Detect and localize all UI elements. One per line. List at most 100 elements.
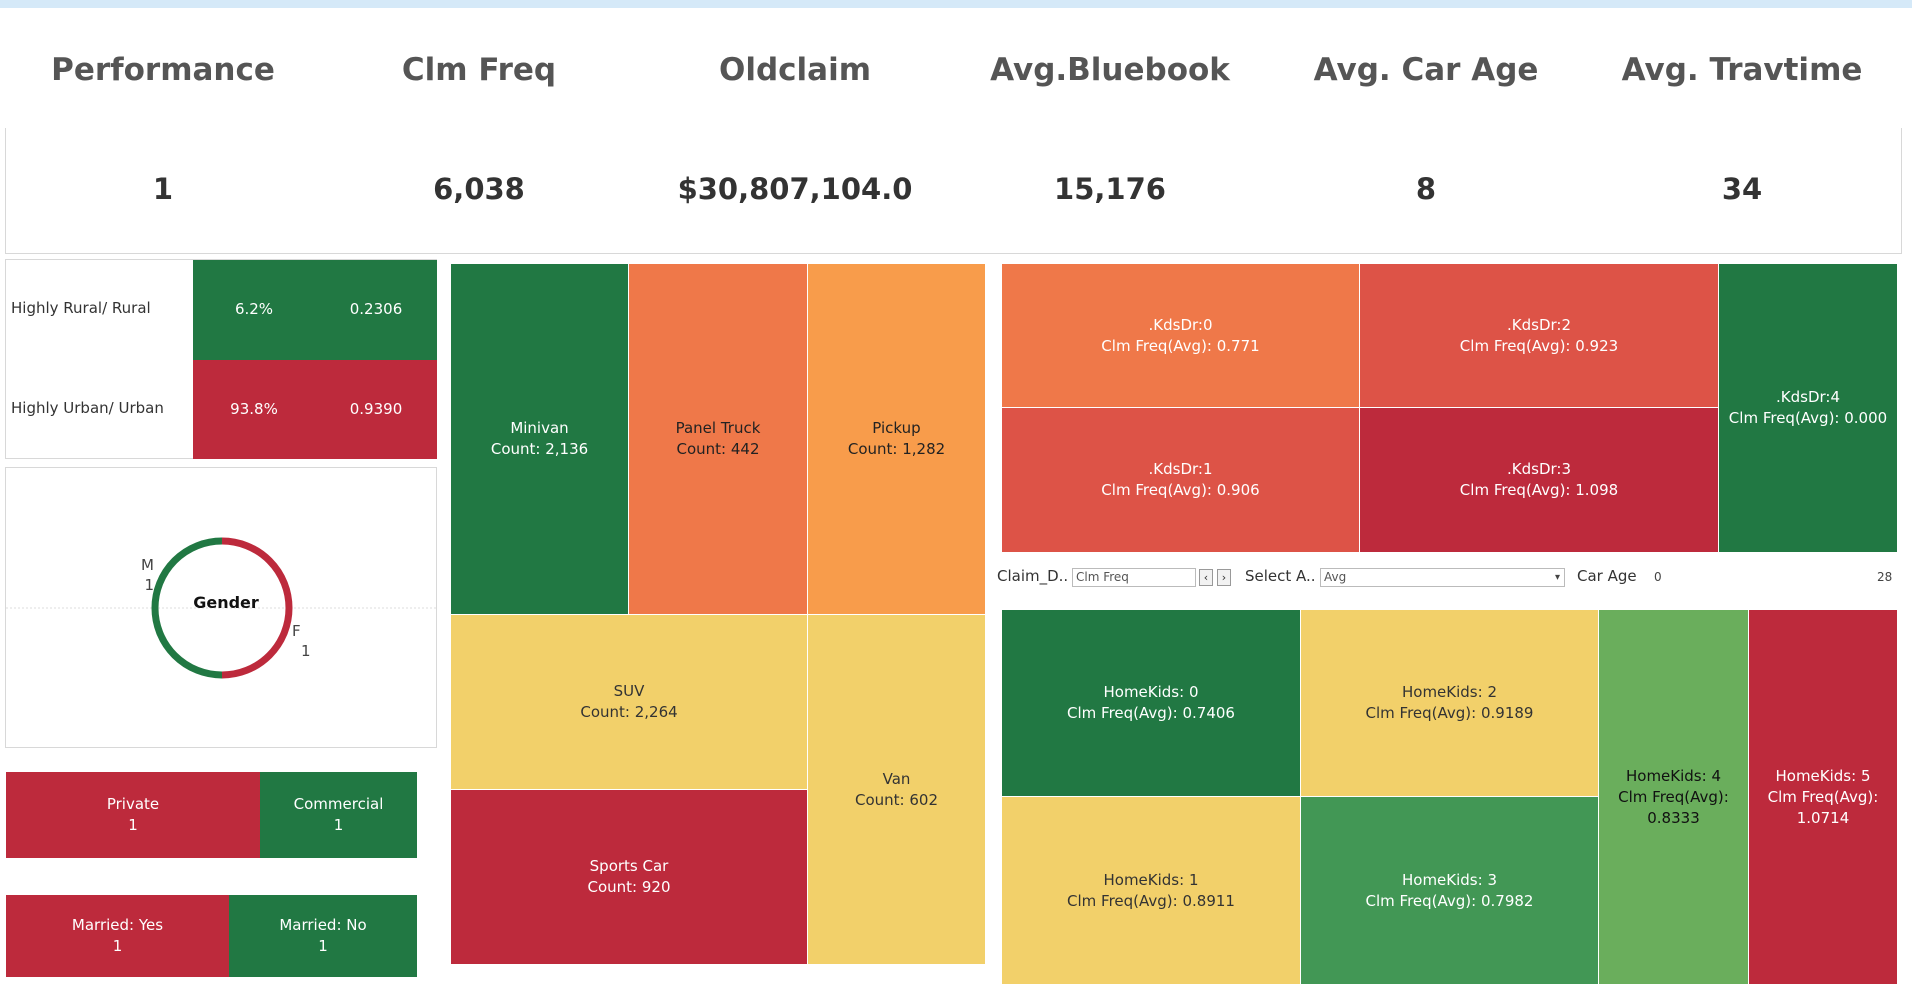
gender-m-value: 1 [144, 576, 154, 594]
kpi-values-frame [5, 128, 1902, 254]
homekids-2-name: HomeKids: 2 [1401, 683, 1497, 701]
kidsdriv-0-freq: Clm Freq(Avg): 0.771 [1101, 336, 1260, 355]
car-type-pickup-name: Pickup [872, 419, 921, 437]
claim-filter-label: Claim_D.. [997, 567, 1069, 585]
car-type-sports-car-name: Sports Car [589, 857, 669, 875]
car-type-panel-truck[interactable]: Panel Truck Count: 442 [629, 264, 807, 614]
kidsdriv-2-freq: Clm Freq(Avg): 0.923 [1459, 336, 1619, 355]
homekids-2[interactable]: HomeKids: 2 Clm Freq(Avg): 0.9189 [1301, 610, 1598, 796]
car-type-pickup-count: Count: 1,282 [847, 440, 946, 458]
kidsdriv-2-name: .KdsDr:2 [1507, 315, 1571, 334]
gender-f-name: F [292, 622, 301, 640]
homekids-1-freq: Clm Freq(Avg): 0.8911 [1067, 891, 1235, 910]
car-type-van[interactable]: Van Count: 602 [808, 615, 985, 964]
car-use-commercial-value: 1 [333, 816, 344, 834]
car-age-min[interactable]: 0 [1654, 570, 1662, 584]
kpi-value-avg-car-age: 8 [1415, 172, 1437, 206]
homekids-3[interactable]: HomeKids: 3 Clm Freq(Avg): 0.7982 [1301, 797, 1598, 984]
gender-arc-f[interactable] [221, 537, 293, 679]
top-banner [0, 0, 1912, 8]
gender-f-value: 1 [301, 642, 311, 660]
kpi-title-oldclaim: Oldclaim [718, 52, 872, 88]
kpi-title-clm-freq: Clm Freq [401, 52, 557, 88]
homekids-4-freq-label: Clm Freq(Avg): [1618, 787, 1729, 806]
select-agg-dropdown[interactable]: Avg ▾ [1320, 568, 1565, 587]
gender-chart: Gender M 1 F 1 [5, 467, 438, 748]
kidsdriv-0[interactable]: .KdsDr:0 Clm Freq(Avg): 0.771 [1002, 264, 1359, 407]
kidsdriv-1[interactable]: .KdsDr:1 Clm Freq(Avg): 0.906 [1002, 408, 1359, 552]
homekids-0-freq: Clm Freq(Avg): 0.7406 [1067, 704, 1235, 722]
car-type-panel-truck-name: Panel Truck [675, 419, 761, 437]
homekids-5-name: HomeKids: 5 [1775, 766, 1871, 785]
car-use-private-label: Private [106, 795, 160, 813]
gender-donut-svg [6, 537, 438, 679]
homekids-4[interactable]: HomeKids: 4 Clm Freq(Avg): 0.8333 [1599, 610, 1748, 984]
homekids-1[interactable]: HomeKids: 1 Clm Freq(Avg): 0.8911 [1002, 797, 1300, 984]
car-use-private[interactable]: Private 1 [6, 772, 260, 858]
claim-prev-button[interactable]: ‹ [1199, 569, 1213, 586]
urbanicity-pct-urban: 93.8% [230, 400, 278, 418]
car-type-sports-car[interactable]: Sports Car Count: 920 [451, 790, 807, 964]
car-type-minivan-name: Minivan [510, 419, 569, 437]
homekids-5-freq-value: 1.0714 [1796, 808, 1850, 827]
urbanicity-row-label-rural[interactable]: Highly Rural/ Rural [11, 299, 151, 317]
chevron-down-icon: ▾ [1554, 572, 1560, 583]
married-yes[interactable]: Married: Yes 1 [6, 895, 229, 977]
kpi-title-avg-travtime: Avg. Travtime [1621, 52, 1863, 88]
car-age-label: Car Age [1577, 567, 1637, 585]
kpi-title-avg-car-age: Avg. Car Age [1313, 52, 1539, 88]
homekids-3-freq: Clm Freq(Avg): 0.7982 [1365, 891, 1534, 910]
claim-filter-input[interactable]: Clm Freq [1072, 568, 1196, 587]
car-age-max[interactable]: 28 [1877, 570, 1893, 584]
gender-m-name: M [141, 556, 154, 574]
homekids-3-name: HomeKids: 3 [1401, 870, 1497, 889]
kidsdriv-3[interactable]: .KdsDr:3 Clm Freq(Avg): 1.098 [1360, 408, 1718, 552]
gender-center-label: Gender [193, 593, 259, 612]
car-type-van-count: Count: 602 [855, 790, 938, 809]
kpi-value-avg-travtime: 34 [1721, 172, 1763, 206]
married-yes-value: 1 [112, 937, 123, 955]
select-agg-value: Avg [1324, 570, 1347, 584]
car-use-commercial[interactable]: Commercial 1 [260, 772, 417, 858]
car-type-minivan-count: Count: 2,136 [490, 440, 589, 458]
kpi-title-performance: Performance [51, 52, 275, 88]
kidsdriv-4-name: .KdsDr:4 [1776, 388, 1840, 406]
urbanicity-row-rural[interactable]: 6.2% 0.2306 [193, 260, 437, 360]
kidsdriv-3-freq: Clm Freq(Avg): 1.098 [1459, 481, 1619, 499]
car-use-private-value: 1 [128, 816, 138, 834]
kpi-value-performance: 1 [152, 172, 174, 206]
kidsdriv-1-name: .KdsDr:1 [1148, 460, 1213, 478]
homekids-5[interactable]: HomeKids: 5 Clm Freq(Avg): 1.0714 [1749, 610, 1897, 984]
select-agg-label: Select A.. [1245, 567, 1316, 585]
gender-m-label: M 1 [134, 555, 154, 595]
kidsdriv-3-name: .KdsDr:3 [1507, 460, 1571, 478]
kpi-value-oldclaim: $30,807,104.0 [677, 172, 913, 206]
homekids-2-freq: Clm Freq(Avg): 0.9189 [1365, 704, 1534, 722]
car-type-sports-car-count: Count: 920 [587, 878, 671, 896]
claim-next-button[interactable]: › [1217, 569, 1231, 586]
kpi-title-avg-bluebook: Avg.Bluebook [990, 52, 1230, 88]
kidsdriv-1-freq: Clm Freq(Avg): 0.906 [1101, 481, 1260, 499]
married-no[interactable]: Married: No 1 [229, 895, 417, 977]
urbanicity-row-urban[interactable]: 93.8% 0.9390 [193, 360, 437, 459]
homekids-0[interactable]: HomeKids: 0 Clm Freq(Avg): 0.7406 [1002, 610, 1300, 796]
urbanicity-pct-rural: 6.2% [234, 300, 274, 318]
gender-arc-m[interactable] [151, 537, 223, 679]
urbanicity-freq-urban: 0.9390 [349, 400, 403, 418]
married-no-label: Married: No [279, 916, 367, 934]
urbanicity-row-label-urban[interactable]: Highly Urban/ Urban [11, 399, 164, 417]
car-type-suv-name: SUV [613, 682, 645, 700]
married-no-value: 1 [318, 937, 328, 955]
homekids-0-name: HomeKids: 0 [1103, 683, 1199, 701]
kpi-value-avg-bluebook: 15,176 [1054, 172, 1166, 206]
kidsdriv-2[interactable]: .KdsDr:2 Clm Freq(Avg): 0.923 [1360, 264, 1718, 407]
kidsdriv-4[interactable]: .KdsDr:4 Clm Freq(Avg): 0.000 [1719, 264, 1897, 552]
car-type-suv-count: Count: 2,264 [580, 703, 678, 721]
car-type-minivan[interactable]: Minivan Count: 2,136 [451, 264, 628, 614]
car-type-suv[interactable]: SUV Count: 2,264 [451, 615, 807, 789]
kpi-value-clm-freq: 6,038 [433, 172, 525, 206]
married-yes-label: Married: Yes [71, 916, 164, 934]
car-use-commercial-label: Commercial [293, 795, 384, 813]
car-type-pickup[interactable]: Pickup Count: 1,282 [808, 264, 985, 614]
urbanicity-freq-rural: 0.2306 [349, 300, 403, 318]
